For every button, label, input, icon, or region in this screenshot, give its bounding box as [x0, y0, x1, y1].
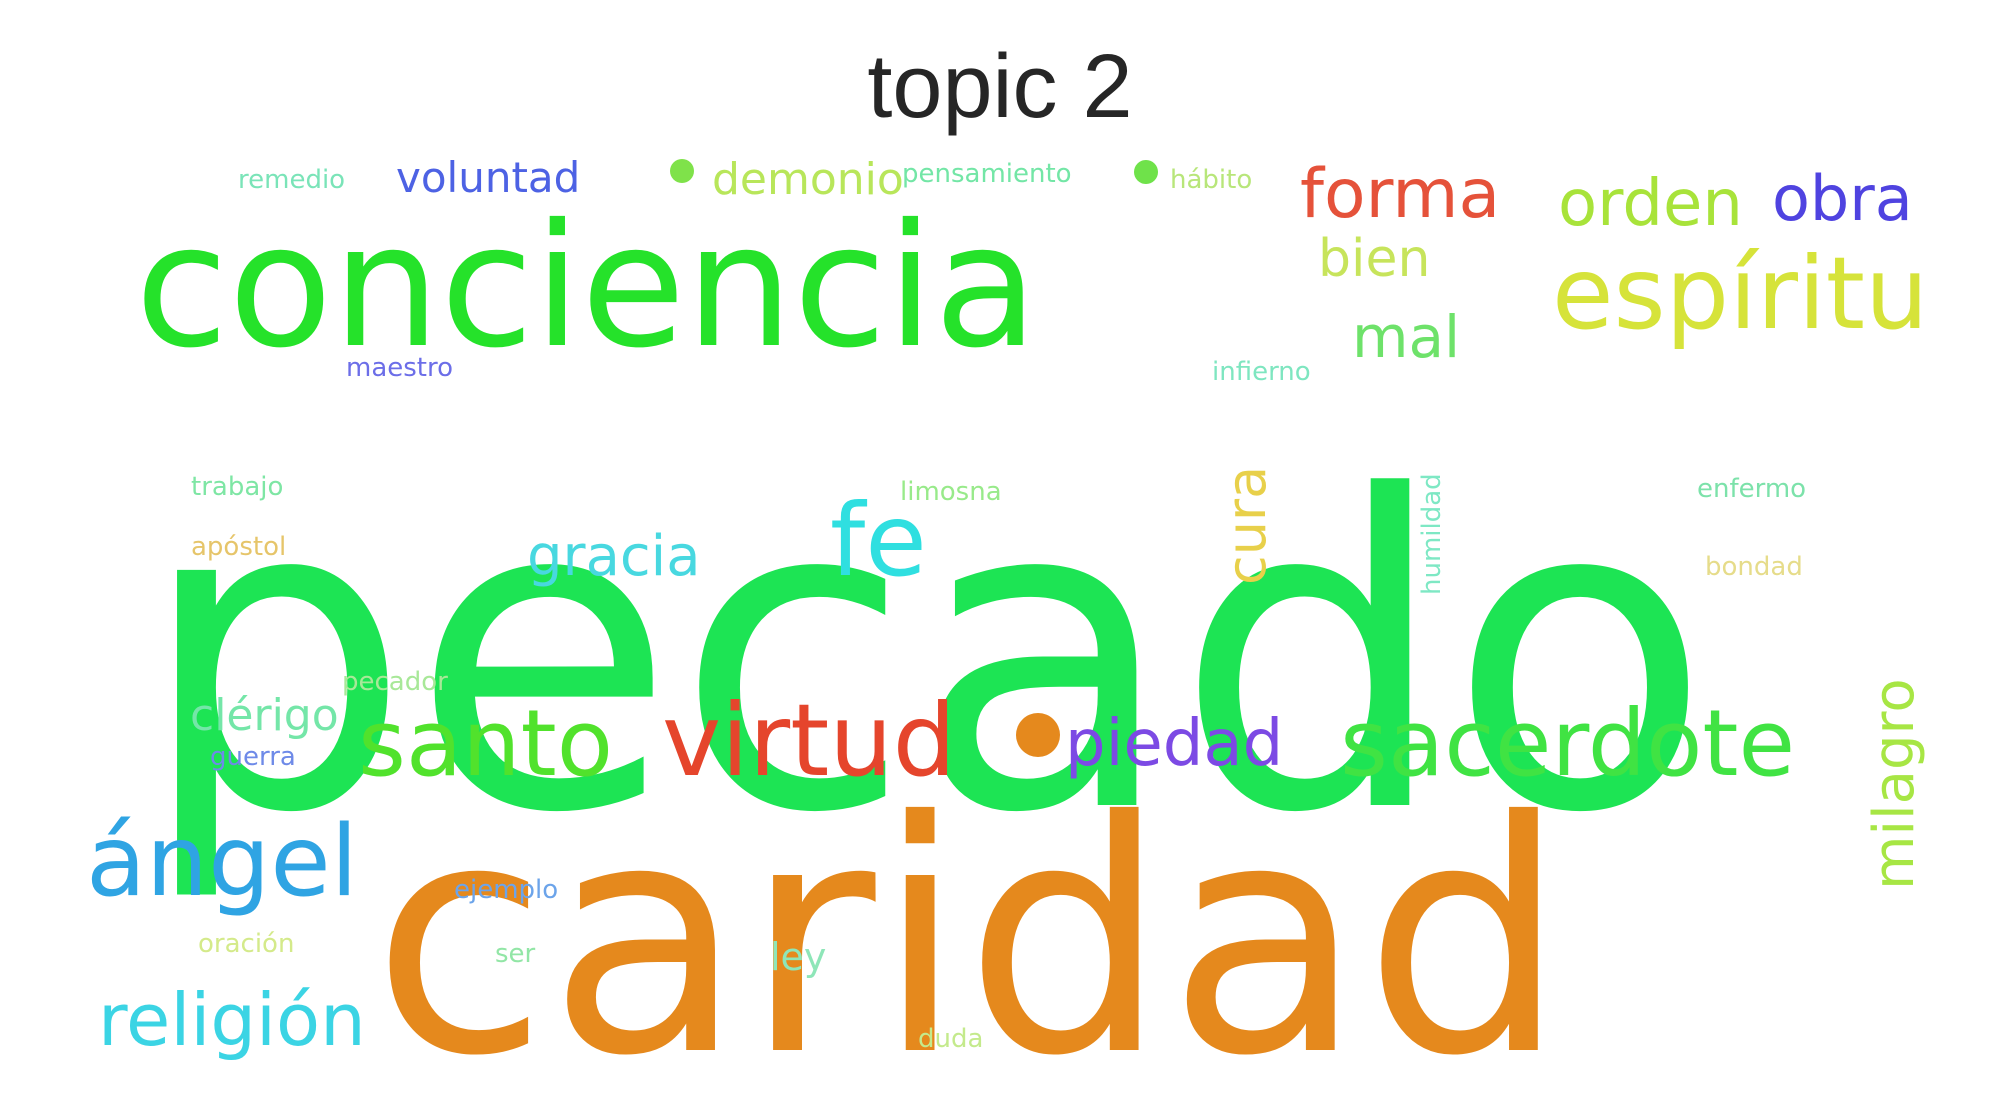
word-pecador: pecador	[342, 667, 448, 697]
word-ángel: ángel	[86, 805, 358, 919]
word-espíritu: espíritu	[1552, 235, 1928, 352]
word-gracia: gracia	[527, 524, 701, 589]
word-ejemplo: ejemplo	[454, 875, 558, 905]
word-virtud: virtud	[662, 682, 956, 799]
word-santo: santo	[358, 690, 613, 797]
word-maestro: maestro	[346, 353, 453, 383]
word-conciencia: conciencia	[135, 188, 1038, 386]
word-cura: cura	[1215, 466, 1278, 585]
word-pecado: pecado	[138, 407, 1711, 907]
word-pensamiento: pensamiento	[902, 159, 1072, 189]
dot-piedad	[1016, 713, 1060, 757]
word-limosna: limosna	[900, 477, 1002, 507]
word-bondad: bondad	[1705, 552, 1803, 582]
word-remedio: remedio	[238, 165, 345, 195]
word-clérigo: clérigo	[190, 690, 339, 741]
word-apóstol: apóstol	[191, 532, 286, 562]
word-voluntad: voluntad	[396, 153, 580, 202]
word-orden: orden	[1558, 167, 1743, 241]
word-piedad: piedad	[1065, 707, 1283, 781]
word-sacerdote: sacerdote	[1340, 690, 1795, 797]
word-duda: duda	[918, 1024, 983, 1054]
word-caridad: caridad	[372, 754, 1567, 1100]
chart-title: topic 2	[867, 37, 1133, 137]
word-religión: religión	[98, 978, 366, 1062]
word-trabajo: trabajo	[191, 472, 283, 502]
word-fe: fe	[830, 482, 927, 599]
word-ser: ser	[495, 939, 536, 969]
word-ley: ley	[770, 935, 826, 979]
dot-demonio	[670, 159, 694, 183]
word-demonio: demonio	[712, 154, 904, 205]
word-enfermo: enfermo	[1697, 474, 1806, 504]
word-bien: bien	[1318, 229, 1430, 289]
word-oración: oración	[198, 929, 294, 959]
dot-habito	[1134, 160, 1158, 184]
word-humildad: humildad	[1417, 473, 1447, 595]
word-hábito: hábito	[1170, 165, 1252, 195]
word-obra: obra	[1772, 162, 1913, 235]
word-milagro: milagro	[1862, 678, 1927, 890]
word-guerra: guerra	[210, 742, 296, 772]
word-mal: mal	[1352, 303, 1460, 371]
word-forma: forma	[1300, 155, 1500, 234]
word-infierno: infierno	[1212, 357, 1311, 387]
